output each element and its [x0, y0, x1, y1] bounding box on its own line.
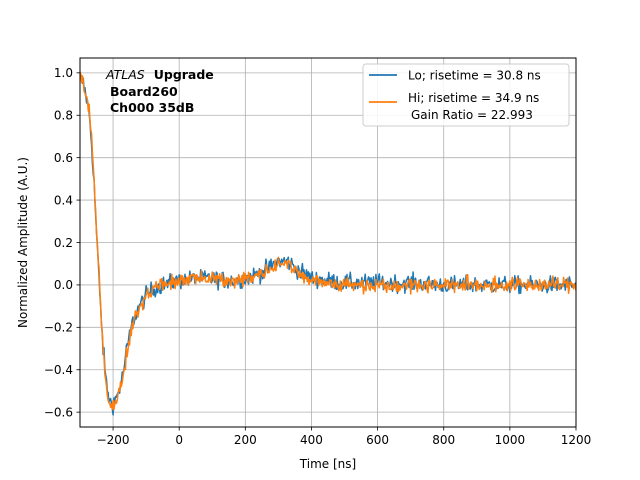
legend-label-hi: Hi; risetime = 34.9 ns: [408, 91, 539, 105]
y-tick-label: 0.8: [54, 109, 73, 123]
annotation-line-1: ATLAS Upgrade: [105, 67, 214, 82]
legend-label-lo: Lo; risetime = 30.8 ns: [408, 69, 541, 83]
legend-gain-ratio: Gain Ratio = 22.993: [411, 108, 533, 122]
x-tick-label: 1200: [561, 433, 592, 447]
y-tick-label: −0.6: [44, 405, 73, 419]
y-tick-label: 1.0: [54, 66, 73, 80]
x-tick-label: −200: [97, 433, 130, 447]
y-axis-label: Normalized Amplitude (A.U.): [16, 157, 30, 328]
y-tick-label: −0.4: [44, 363, 73, 377]
x-tick-label: 400: [300, 433, 323, 447]
x-tick-label: 600: [366, 433, 389, 447]
y-tick-label: 0.0: [54, 278, 73, 292]
annotation-box: ATLAS Upgrade Board260 Ch000 35dB: [105, 67, 214, 115]
y-tick-label: −0.2: [44, 321, 73, 335]
y-tick-label: 0.4: [54, 193, 73, 207]
legend-frame: [362, 63, 570, 127]
legend: Lo; risetime = 30.8 ns Hi; risetime = 34…: [362, 63, 570, 127]
axis-ticks: −200 0 200 400 600 800 1000 1200 −0.6 −0.4 −0.2 0.0…: [44, 66, 591, 447]
annotation-board: Board260: [110, 84, 178, 99]
x-axis-label: Time [ns]: [299, 457, 356, 471]
series-line-hi: [80, 71, 576, 411]
annotation-atlas: ATLAS: [105, 67, 145, 82]
x-tick-label: 1000: [495, 433, 526, 447]
y-tick-label: 0.2: [54, 236, 73, 250]
y-tick-label: 0.6: [54, 151, 73, 165]
annotation-upgrade: Upgrade: [154, 67, 214, 82]
x-tick-label: 200: [234, 433, 257, 447]
x-tick-label: 0: [175, 433, 183, 447]
series-layer: [80, 71, 576, 416]
annotation-channel: Ch000 35dB: [110, 100, 194, 115]
x-tick-label: 800: [432, 433, 455, 447]
